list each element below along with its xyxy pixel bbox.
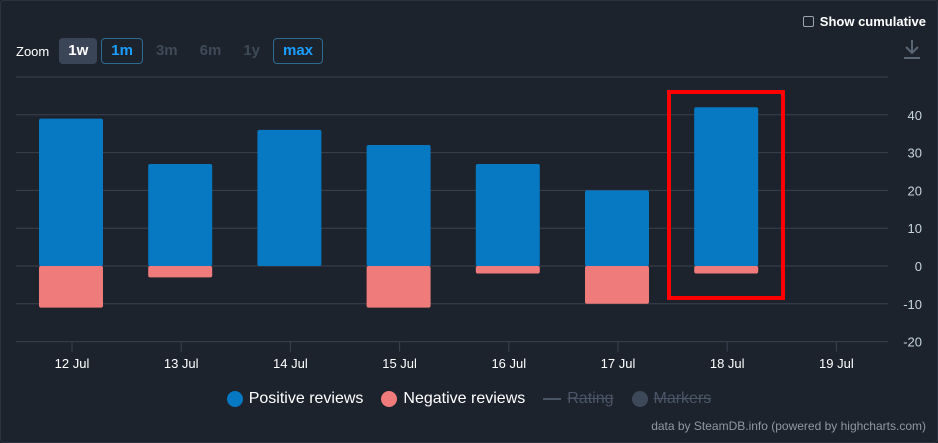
download-icon[interactable] [902, 38, 922, 60]
legend-item-rating[interactable]: Rating [543, 390, 614, 408]
negative-bar [39, 266, 103, 308]
negative-swatch-icon [381, 391, 398, 407]
y-tick-label: -10 [903, 297, 922, 312]
y-tick-label: 40 [908, 108, 922, 123]
negative-bar [694, 266, 759, 274]
positive-bar [148, 163, 213, 266]
y-tick-label: -20 [903, 335, 922, 350]
positive-bar [39, 118, 103, 266]
x-tick-label: 19 Jul [819, 356, 854, 371]
legend-positive-label: Positive reviews [248, 390, 364, 407]
positive-bar [694, 107, 759, 267]
highlight-box [667, 90, 785, 300]
zoom-label: Zoom [16, 43, 50, 59]
x-tick-label: 12 Jul [55, 356, 90, 371]
zoom-max-button[interactable]: max [273, 38, 324, 64]
zoom-3m-button[interactable]: 3m [155, 42, 178, 59]
legend-item-positive[interactable]: Positive reviews [226, 390, 364, 408]
zoom-6m-button[interactable]: 6m [199, 42, 222, 59]
cumulative-checkbox[interactable] [802, 16, 814, 27]
x-tick-label: 16 Jul [491, 356, 526, 371]
x-tick-label: 18 Jul [710, 356, 745, 371]
legend-item-negative[interactable]: Negative reviews [381, 390, 525, 408]
x-tick-label: 17 Jul [601, 356, 636, 371]
positive-bar [257, 129, 322, 266]
y-tick-label: 30 [908, 146, 922, 161]
zoom-1m-button[interactable]: 1m [101, 38, 143, 64]
legend-item-markers[interactable]: Markers [631, 390, 712, 408]
x-tick-label: 14 Jul [273, 356, 308, 371]
positive-swatch-icon [226, 391, 243, 407]
positive-bar [475, 163, 540, 266]
positive-bar [585, 190, 649, 266]
negative-bar [366, 266, 431, 308]
zoom-bar: Zoom 1w 1m 3m 6m 1y max [16, 38, 324, 64]
x-tick-label: 13 Jul [164, 356, 199, 371]
legend: Positive reviews Negative reviews Rating… [0, 390, 938, 408]
y-tick-label: 20 [908, 183, 922, 198]
y-tick-label: 10 [908, 221, 922, 236]
x-tick-label: 15 Jul [382, 356, 417, 371]
show-cumulative-toggle[interactable]: Show cumulative [802, 14, 926, 29]
y-tick-label: 0 [915, 259, 922, 274]
markers-swatch-icon [631, 391, 648, 407]
legend-rating-label: Rating [567, 390, 614, 407]
negative-bar [475, 266, 540, 274]
credits[interactable]: data by SteamDB.info (powered by highcha… [651, 419, 926, 433]
rating-swatch-icon [543, 398, 562, 400]
positive-bar [366, 145, 431, 266]
zoom-1y-button[interactable]: 1y [243, 42, 260, 59]
negative-bar [148, 266, 213, 278]
zoom-1w-button[interactable]: 1w [59, 38, 98, 64]
cumulative-label: Show cumulative [819, 14, 926, 29]
legend-negative-label: Negative reviews [403, 390, 526, 407]
negative-bar [585, 266, 649, 304]
legend-markers-label: Markers [653, 390, 712, 407]
